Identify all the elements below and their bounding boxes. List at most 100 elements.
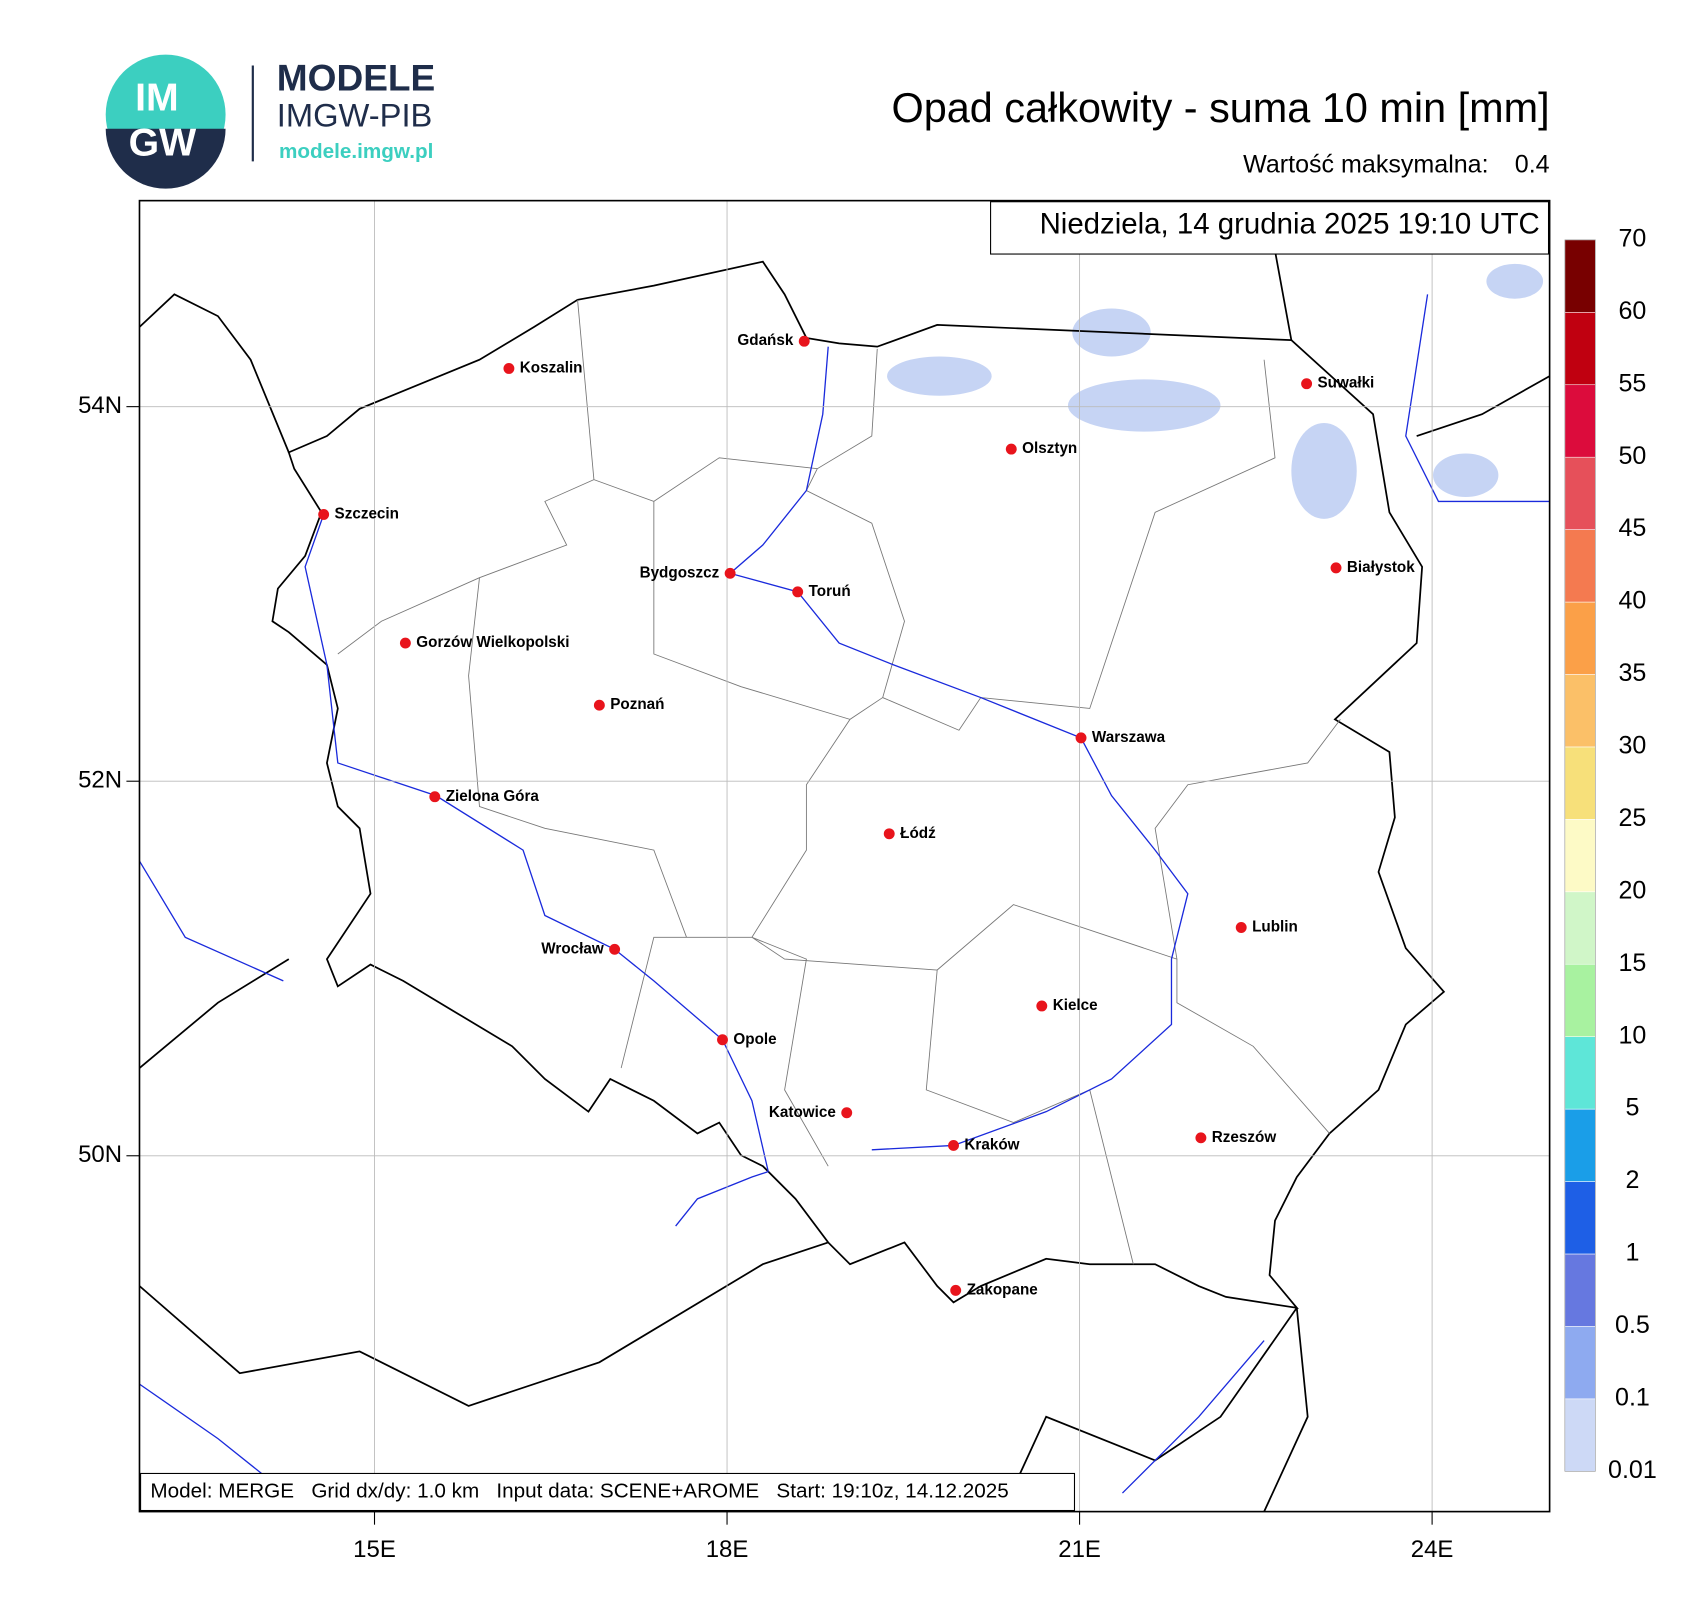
x-tick-label: 21E bbox=[1058, 1536, 1101, 1563]
precip-area bbox=[1433, 453, 1499, 498]
logo-wave bbox=[105, 128, 226, 189]
colorbar-label: 35 bbox=[1618, 659, 1646, 687]
city-label: Białystok bbox=[1347, 559, 1415, 576]
logo-text: IM bbox=[135, 76, 179, 120]
colorbar-segment bbox=[1564, 891, 1596, 965]
city-marker bbox=[1075, 732, 1087, 744]
city-label: Lublin bbox=[1252, 919, 1298, 936]
logo: IM GW MODELE IMGW-PIB modele.imgw.pl bbox=[105, 54, 435, 189]
colorbar-label: 55 bbox=[1618, 369, 1646, 397]
city-marker bbox=[1036, 1000, 1048, 1012]
date-box bbox=[990, 201, 1550, 255]
city-label: Łódź bbox=[900, 825, 936, 842]
colorbar-segment bbox=[1564, 601, 1596, 675]
colorbar-label: 50 bbox=[1618, 442, 1646, 470]
country-border bbox=[271, 260, 1446, 1310]
precip-area bbox=[1067, 379, 1221, 432]
colorbar-label: 45 bbox=[1618, 514, 1646, 542]
colorbar-segment bbox=[1564, 456, 1596, 530]
city-label: Suwałki bbox=[1318, 375, 1375, 392]
colorbar-segment bbox=[1564, 1036, 1596, 1110]
max-value: 0.4 bbox=[1515, 150, 1550, 178]
title: Opad całkowity - suma 10 min [mm] bbox=[892, 85, 1550, 131]
city-label: Zielona Góra bbox=[446, 788, 540, 805]
y-tick-label: 54N bbox=[78, 392, 122, 419]
colorbar-segment bbox=[1564, 384, 1596, 458]
y-tick-label: 52N bbox=[78, 767, 122, 794]
footer-box bbox=[140, 1472, 1076, 1512]
colorbar-label: 40 bbox=[1618, 587, 1646, 615]
city-label: Kraków bbox=[964, 1136, 1019, 1153]
city-marker bbox=[1330, 562, 1342, 574]
city-marker bbox=[429, 791, 441, 803]
city-label: Bydgoszcz bbox=[640, 564, 720, 581]
colorbar-label: 5 bbox=[1625, 1094, 1639, 1122]
city-marker bbox=[1195, 1132, 1207, 1144]
y-tick-label: 50N bbox=[78, 1141, 122, 1168]
city-marker bbox=[798, 335, 810, 347]
regions bbox=[337, 299, 1341, 1265]
colorbar-segment bbox=[1564, 1253, 1596, 1327]
city-label: Warszawa bbox=[1092, 729, 1166, 746]
city-marker bbox=[399, 637, 411, 649]
footer: Model: MERGE Grid dx/dy: 1.0 km Input da… bbox=[150, 1479, 1008, 1502]
x-tick-label: 24E bbox=[1411, 1536, 1454, 1563]
city-marker bbox=[609, 943, 621, 955]
city-marker bbox=[724, 567, 736, 579]
city-label: Gorzów Wielkopolski bbox=[416, 634, 569, 651]
colorbar-label: 2 bbox=[1625, 1166, 1639, 1194]
city-marker bbox=[1005, 443, 1017, 455]
colorbar-segment bbox=[1564, 746, 1596, 820]
colorbar-label: 25 bbox=[1618, 804, 1646, 832]
city-marker bbox=[503, 363, 515, 374]
city-label: Rzeszów bbox=[1212, 1129, 1277, 1146]
borders bbox=[138, 250, 1551, 1512]
colorbar-label: 60 bbox=[1618, 297, 1646, 325]
neighbor-border bbox=[138, 250, 1551, 1512]
colorbar-segment bbox=[1564, 312, 1596, 386]
city-label: Wrocław bbox=[541, 940, 604, 957]
city-label: Zakopane bbox=[967, 1281, 1038, 1298]
colorbar-frame bbox=[1564, 239, 1596, 1472]
city-marker bbox=[717, 1034, 728, 1046]
colorbar-label: 70 bbox=[1618, 224, 1646, 252]
colorbar-label: 30 bbox=[1618, 732, 1646, 760]
city-label: Poznań bbox=[610, 696, 664, 713]
colorbar-segment bbox=[1564, 1181, 1596, 1255]
colorbar-label: 10 bbox=[1618, 1021, 1646, 1049]
brand-url: modele.imgw.pl bbox=[279, 140, 433, 163]
colorbar-label: 20 bbox=[1618, 876, 1646, 904]
map: Gdańsk Koszalin Suwałki Olsztyn Szczecin Biał… bbox=[138, 200, 1551, 1512]
x-tick-label: 15E bbox=[353, 1536, 396, 1563]
city-marker bbox=[841, 1107, 853, 1119]
colorbar-segment bbox=[1564, 1398, 1596, 1472]
colorbar-label: 0.1 bbox=[1615, 1383, 1650, 1411]
colorbar-label: 0.5 bbox=[1615, 1311, 1650, 1339]
map-frame bbox=[138, 199, 1551, 1513]
precip-area bbox=[1486, 263, 1544, 299]
city-label: Opole bbox=[733, 1031, 776, 1048]
city-label: Szczecin bbox=[335, 506, 399, 523]
colorbar-segment bbox=[1564, 1108, 1596, 1182]
city-label: Olsztyn bbox=[1022, 440, 1077, 457]
city-label: Kielce bbox=[1053, 997, 1098, 1014]
city-label: Koszalin bbox=[520, 359, 583, 376]
precip-area bbox=[887, 356, 992, 396]
colorbar-segment bbox=[1564, 1326, 1596, 1400]
city-marker bbox=[593, 699, 605, 711]
brand: MODELE bbox=[277, 57, 435, 99]
city-marker bbox=[1301, 378, 1313, 390]
city-marker bbox=[318, 509, 330, 520]
precip-area bbox=[1291, 422, 1357, 519]
precipitation bbox=[887, 263, 1544, 519]
logo-text: GW bbox=[129, 120, 197, 164]
city-label: Gdańsk bbox=[737, 332, 793, 349]
city-label: Katowice bbox=[769, 1104, 836, 1121]
x-tick-label: 18E bbox=[706, 1536, 749, 1563]
colorbar-segment bbox=[1564, 819, 1596, 893]
colorbar-segment bbox=[1564, 674, 1596, 748]
colorbar-segment bbox=[1564, 963, 1596, 1037]
max-label: Wartość maksymalna: bbox=[1243, 150, 1488, 178]
date: Niedziela, 14 grudnia 2025 19:10 UTC bbox=[1040, 207, 1540, 240]
